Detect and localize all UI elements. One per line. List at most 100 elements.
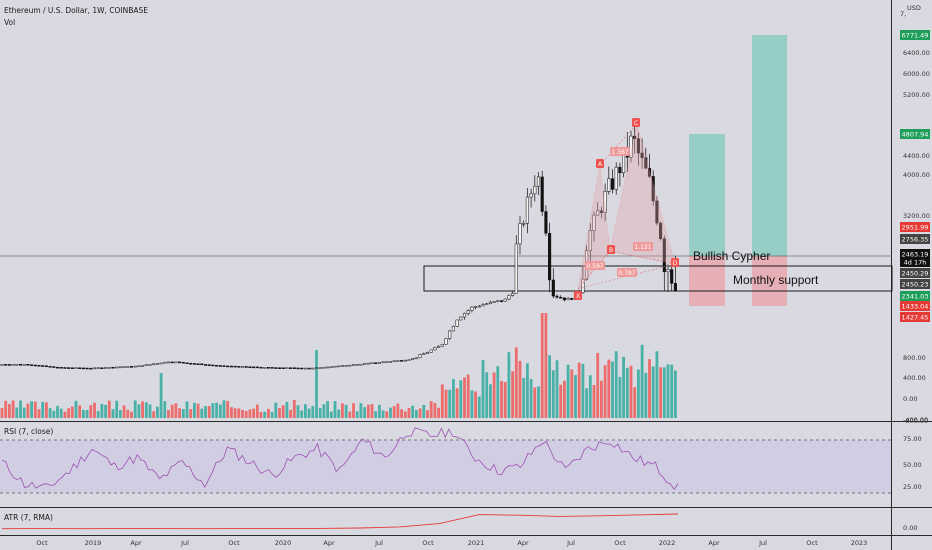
volume-bar [267,408,270,418]
candle-body [133,365,137,368]
volume-bar [304,404,307,418]
atr-series [1,513,679,530]
volume-bar [241,409,244,418]
harmonic-ratio-line [609,250,676,265]
candle-body [607,178,611,192]
candle-body [377,362,381,364]
monthly-support-box[interactable] [423,265,893,292]
atr-label: ATR (7, RMA) [4,513,53,522]
candle-body [644,157,648,169]
candle-body [444,338,448,345]
volume-bar [126,409,130,418]
volume-bar [148,404,152,418]
candle-body [462,313,467,318]
volume-bar [104,404,107,418]
volume-bar [252,408,255,418]
y-tick-label: 4400.00 [903,152,930,160]
candle-body [566,298,570,301]
volume-bar [100,403,104,418]
harmonic-ratio-line [577,263,676,290]
volume-bar [466,374,470,418]
volume-bar [307,408,311,418]
rsi-tick-label: 25.00 [903,483,922,491]
candle-body [137,365,141,368]
price-badge [900,257,930,267]
candle-body [4,364,8,366]
candle-body [555,295,559,298]
volume-bar [326,401,329,418]
y-tick-label: 3200.00 [903,212,930,220]
volume-bar [82,409,85,418]
volume-bar [115,400,119,418]
volume-bar [662,367,666,418]
x-tick-label: Jul [566,539,575,547]
candle-body [318,367,322,369]
harmonic-ratio-label: 1.121 [634,244,651,251]
x-tick-label: Oct [36,539,48,547]
volume-bar [452,379,455,418]
volume-bar [674,370,677,418]
target-zone-2 [752,35,787,256]
price-badge [900,129,930,139]
x-tick-label: 2020 [275,539,292,547]
candle-body [640,152,644,158]
price-badge-text: 2463.19 [902,251,929,259]
target-zone-1 [689,134,725,256]
harmonic-ratio-badge [617,268,637,277]
candle-body [15,363,19,366]
candle-body [285,367,289,369]
candle-body [263,367,267,369]
candle-body [281,367,285,369]
candle-body [244,366,248,368]
candle-body [392,360,396,363]
candle-body [503,298,507,302]
candle-body [141,365,145,367]
candle-body [7,364,11,366]
volume-bar [37,409,41,418]
candle-body [189,362,193,365]
volume-bar [470,390,474,418]
candle-body [211,364,215,367]
volume-bar [588,375,592,418]
candle-body [63,367,67,369]
volume-bar [159,373,163,418]
candle-body [618,166,622,174]
volume-bar [374,411,378,418]
stop-zone-1 [689,256,725,306]
volume-bar [111,409,115,418]
volume-bar [396,403,400,418]
candle-body [100,367,104,369]
volume-bar [141,401,144,418]
candle-body [344,365,348,367]
harmonic-point-badge [632,118,640,127]
volume-bar [167,410,170,418]
candle-body [374,362,378,364]
candle-body [422,353,426,355]
harmonic-point-badge [607,245,615,254]
volume-bar [204,406,207,418]
volume-bar [333,401,337,418]
candle-body [159,362,163,365]
candle-body [126,366,130,368]
volume-bar [378,404,381,418]
y-tick-label: 800.00 [903,354,926,362]
candle-body [266,367,270,369]
x-tick-label: 2023 [851,539,868,547]
volume-bar [289,409,292,418]
price-badge-text: 2450.23 [902,281,929,289]
candle-body [89,367,93,370]
price-badge [900,268,930,278]
candle-body [448,330,452,339]
volume-bar [563,380,566,418]
volume-bar [96,411,100,418]
candle-body [181,361,185,364]
candle-body [559,297,563,299]
volume-bar [218,404,222,418]
candle-body [533,185,537,195]
rsi-tick-label: 75.00 [903,435,922,443]
x-tick-label: Oct [422,539,434,547]
candle-body [218,365,222,367]
candle-body [274,367,278,369]
y-tick-label: 4000.00 [903,171,930,179]
